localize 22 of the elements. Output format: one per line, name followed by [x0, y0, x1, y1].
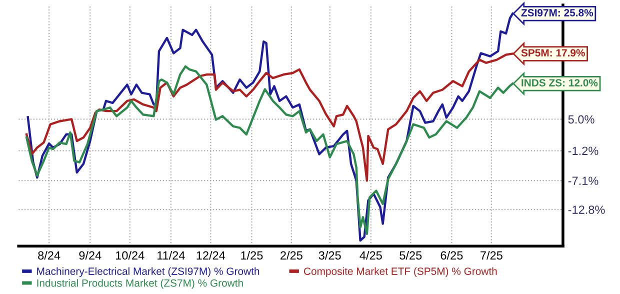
- x-tick-label: 2/25: [280, 250, 302, 260]
- legend-label: Composite Market ETF (SP5M) % Growth: [304, 267, 497, 277]
- legend-label: Machinery-Electrical Market (ZSI97M) % Growth: [37, 267, 260, 277]
- x-tick-label: 3/25: [318, 250, 341, 260]
- x-tick-label: 6/25: [440, 250, 463, 260]
- annotation: ZSI97M: 25.8%: [521, 9, 594, 16]
- x-tick-label: 5/25: [400, 250, 422, 260]
- x-tick-label: 4/25: [360, 250, 382, 260]
- y-tick-label: -1.2%: [568, 146, 598, 156]
- annotation: INDS ZS: 12.0%: [522, 79, 598, 86]
- x-tick-label: 10/24: [116, 250, 144, 260]
- x-tick-label: 1/25: [241, 250, 263, 260]
- x-tick-label: 7/25: [480, 250, 502, 260]
- annotation: SP5M: 17.9%: [521, 49, 585, 57]
- y-tick-label: -7.1%: [568, 176, 598, 185]
- y-tick-label: -12.8%: [568, 206, 605, 214]
- x-tick-label: 12/24: [196, 250, 226, 260]
- x-tick-label: 11/24: [157, 250, 185, 260]
- x-tick-label: 8/24: [38, 250, 60, 260]
- legend-label: Industrial Products Market (ZS7M) % Growth: [37, 279, 243, 289]
- y-tick-label: 5.0%: [568, 115, 594, 124]
- x-tick-label: 9/24: [79, 250, 102, 260]
